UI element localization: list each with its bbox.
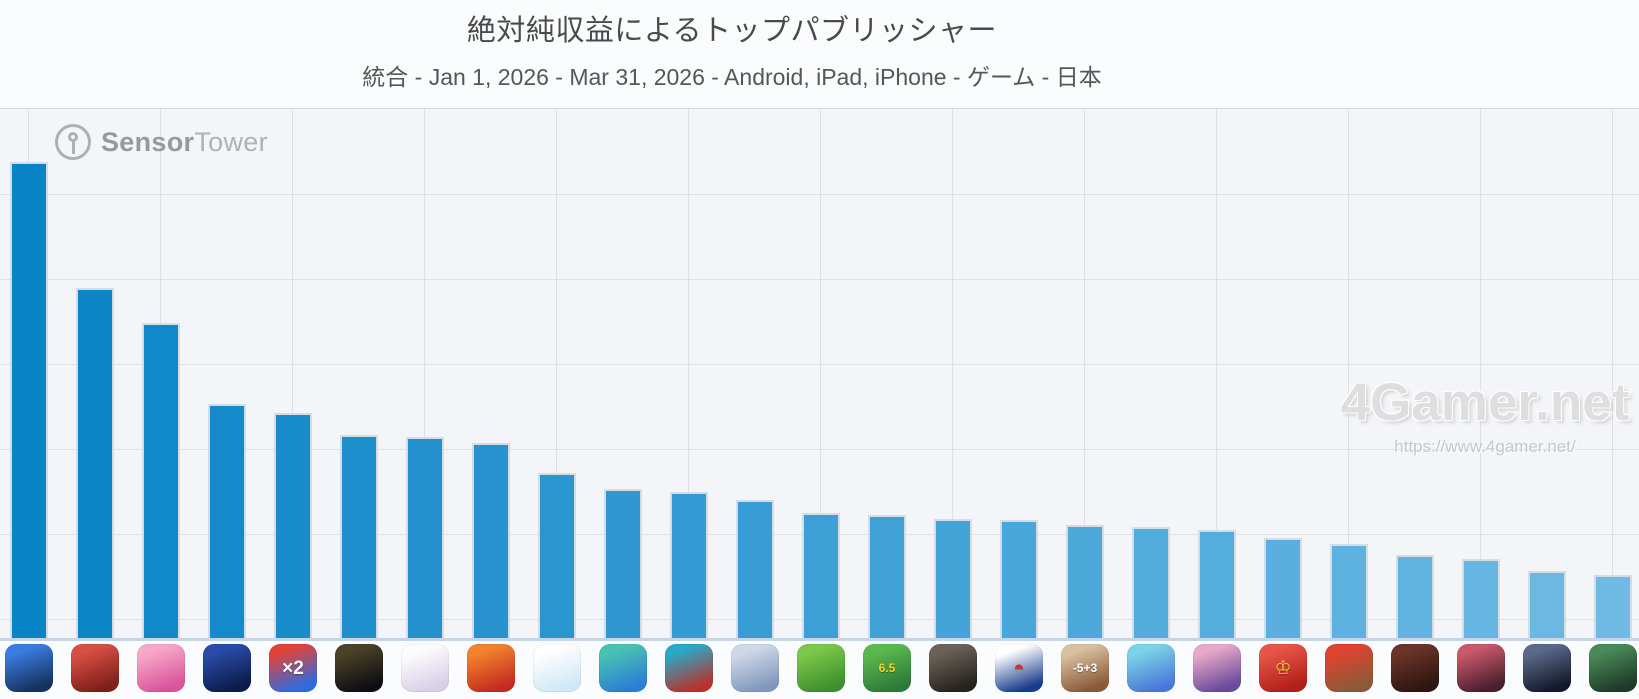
vertical-gridline <box>1216 109 1217 639</box>
vertical-gridline <box>292 109 293 639</box>
bar-rank-17[interactable] <box>1066 525 1104 639</box>
app-icon-pink-hair-girl-dark[interactable] <box>1457 644 1505 692</box>
app-icon-white-fairy-anime[interactable] <box>401 644 449 692</box>
bar-rank-20[interactable] <box>1264 538 1302 639</box>
app-icon-navy-anime-boy[interactable] <box>1523 644 1571 692</box>
vertical-gridline <box>1480 109 1481 639</box>
sensor-tower-logo-text: SensorTower <box>101 126 268 157</box>
vertical-gridline <box>1084 109 1085 639</box>
vertical-gridline <box>820 109 821 639</box>
vertical-gridline <box>424 109 425 639</box>
vertical-gridline <box>1348 109 1349 639</box>
bar-rank-7[interactable] <box>406 437 444 639</box>
bar-rank-18[interactable] <box>1132 527 1170 639</box>
bar-rank-15[interactable] <box>934 519 972 639</box>
app-icon-pokemon-card[interactable] <box>599 644 647 692</box>
horizontal-gridline <box>0 194 1639 195</box>
app-icon-nobunaga-dark[interactable] <box>1391 644 1439 692</box>
app-icon-red-dragon[interactable] <box>665 644 713 692</box>
app-icon-black-gold-knight[interactable] <box>335 644 383 692</box>
app-icon-blue-orb-crown[interactable] <box>203 644 251 692</box>
app-icon-dark-warrior[interactable] <box>929 644 977 692</box>
bar-rank-24[interactable] <box>1528 571 1566 639</box>
app-icon-math-puzzle-x2[interactable]: ×2 <box>269 644 317 692</box>
app-icon-green-hiker-65-glyph: 6.5 <box>878 661 896 675</box>
x-axis-line <box>0 638 1639 641</box>
app-icon-royal-king-glyph: ♔ <box>1274 657 1292 679</box>
plot-area <box>0 108 1639 639</box>
bar-rank-14[interactable] <box>868 515 906 639</box>
bar-rank-19[interactable] <box>1198 530 1236 639</box>
sensor-tower-pin-icon <box>55 124 91 160</box>
bar-rank-2[interactable] <box>76 288 114 639</box>
chart-header: 絶対純収益によるトップパブリッシャー 統合 - Jan 1, 2026 - Ma… <box>0 0 1464 92</box>
app-icon-pink-idol-horse-girl[interactable] <box>137 644 185 692</box>
app-icon-math-puzzle-x2-glyph: ×2 <box>282 657 304 679</box>
bar-rank-13[interactable] <box>802 513 840 639</box>
vertical-gridline <box>1612 109 1613 639</box>
app-icon-pokeball[interactable]: ◓ <box>995 644 1043 692</box>
chart-subtitle: 統合 - Jan 1, 2026 - Mar 31, 2026 - Androi… <box>362 64 1102 90</box>
bar-rank-10[interactable] <box>604 489 642 639</box>
bar-rank-8[interactable] <box>472 443 510 639</box>
bar-rank-16[interactable] <box>1000 520 1038 639</box>
bar-rank-11[interactable] <box>670 492 708 639</box>
app-icon-dice-minus5-plus3-glyph: -5+3 <box>1072 661 1098 675</box>
app-icon-pokeball-glyph: ◓ <box>1013 657 1025 679</box>
app-icon-baseball-konami[interactable] <box>71 644 119 692</box>
bar-rank-5[interactable] <box>274 413 312 639</box>
sensor-tower-logo: SensorTower <box>55 124 268 160</box>
vertical-gridline <box>688 109 689 639</box>
app-icon-dice-minus5-plus3[interactable]: -5+3 <box>1061 644 1109 692</box>
app-icon-red-monster-burst[interactable] <box>467 644 515 692</box>
app-icon-nobunaga-green[interactable] <box>1589 644 1637 692</box>
bar-rank-21[interactable] <box>1330 544 1368 639</box>
bar-rank-12[interactable] <box>736 500 774 639</box>
bar-rank-6[interactable] <box>340 435 378 639</box>
bar-rank-9[interactable] <box>538 473 576 639</box>
app-icon-green-hiker-65[interactable]: 6.5 <box>863 644 911 692</box>
bar-rank-1[interactable] <box>10 162 48 639</box>
bar-rank-3[interactable] <box>142 323 180 639</box>
app-icon-silver-girl-ears[interactable] <box>731 644 779 692</box>
vertical-gridline <box>952 109 953 639</box>
bar-rank-23[interactable] <box>1462 559 1500 639</box>
bar-rank-4[interactable] <box>208 404 246 639</box>
horizontal-gridline <box>0 364 1639 365</box>
horizontal-gridline <box>0 449 1639 450</box>
app-icon-dragonball-fighter[interactable] <box>5 644 53 692</box>
horizontal-gridline <box>0 279 1639 280</box>
bar-rank-22[interactable] <box>1396 555 1434 639</box>
vertical-gridline <box>556 109 557 639</box>
app-icon-teal-band-anime[interactable] <box>1127 644 1175 692</box>
app-icon-green-hair-lady[interactable] <box>1193 644 1241 692</box>
app-icon-royal-king[interactable]: ♔ <box>1259 644 1307 692</box>
app-icon-disney-stack-toys[interactable] <box>533 644 581 692</box>
chart-title: 絶対純収益によるトップパブリッシャー <box>466 15 998 47</box>
app-icon-green-garden-puzzle[interactable] <box>797 644 845 692</box>
app-icon-cartoon-bear[interactable] <box>1325 644 1373 692</box>
bar-rank-25[interactable] <box>1594 575 1632 639</box>
